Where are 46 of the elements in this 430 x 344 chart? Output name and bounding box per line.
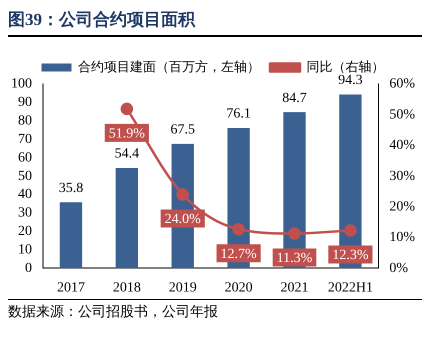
point <box>288 227 301 240</box>
point <box>176 188 189 201</box>
y-tick-label: 20 <box>18 224 32 240</box>
x-tick-label: 2022H1 <box>328 280 373 296</box>
point <box>120 102 134 116</box>
data-label: 76.1 <box>226 106 251 122</box>
data-label: 54.4 <box>114 146 140 162</box>
y-tick-label: 80 <box>18 114 32 129</box>
bar <box>60 202 82 268</box>
y-tick-label: 0 <box>25 260 32 276</box>
y2-tick-label: 0% <box>389 260 408 276</box>
data-label: 11.3% <box>276 251 313 266</box>
x-tick-label: 2018 <box>112 280 141 296</box>
legend-label: 合约项目建面（百万方，左轴） <box>78 58 260 74</box>
source-note: 数据来源：公司招股书，公司年报 <box>8 299 422 321</box>
x-tick-label: 2020 <box>224 280 253 296</box>
x-tick-label: 2019 <box>168 280 197 296</box>
point <box>232 222 245 236</box>
y-tick-label: 50 <box>18 168 32 184</box>
x-tick-label: 2021 <box>280 280 309 296</box>
y2-tick-label: 60% <box>389 76 416 92</box>
y2-tick-label: 40% <box>389 138 416 154</box>
data-label: 84.7 <box>282 90 307 106</box>
data-label: 35.8 <box>58 180 84 196</box>
y-tick-label: 60 <box>18 150 32 166</box>
y2-tick-label: 30% <box>389 168 416 184</box>
data-label: 12.7% <box>220 246 258 262</box>
y-tick-label: 40 <box>18 187 32 202</box>
y-tick-label: 90 <box>18 95 32 110</box>
y-tick-label: 10 <box>18 242 32 258</box>
legend-label: 同比（右轴） <box>306 58 384 74</box>
x-tick-label: 2017 <box>56 280 85 296</box>
bar <box>116 168 138 268</box>
data-label: 12.3% <box>332 248 369 264</box>
y2-tick-label: 10% <box>389 230 416 246</box>
y2-tick-label: 20% <box>389 199 416 214</box>
y-tick-label: 30 <box>18 206 32 221</box>
data-label: 67.5 <box>170 122 195 138</box>
data-label: 51.9% <box>108 126 146 142</box>
data-label: 94.3 <box>338 73 363 88</box>
y2-tick-label: 50% <box>389 107 416 122</box>
chart-title: 图39：公司合约项目面积 <box>8 8 422 37</box>
y-tick-label: 70 <box>18 132 32 147</box>
point <box>344 224 357 237</box>
y-tick-label: 100 <box>11 76 32 92</box>
data-label: 24.0% <box>164 212 202 228</box>
